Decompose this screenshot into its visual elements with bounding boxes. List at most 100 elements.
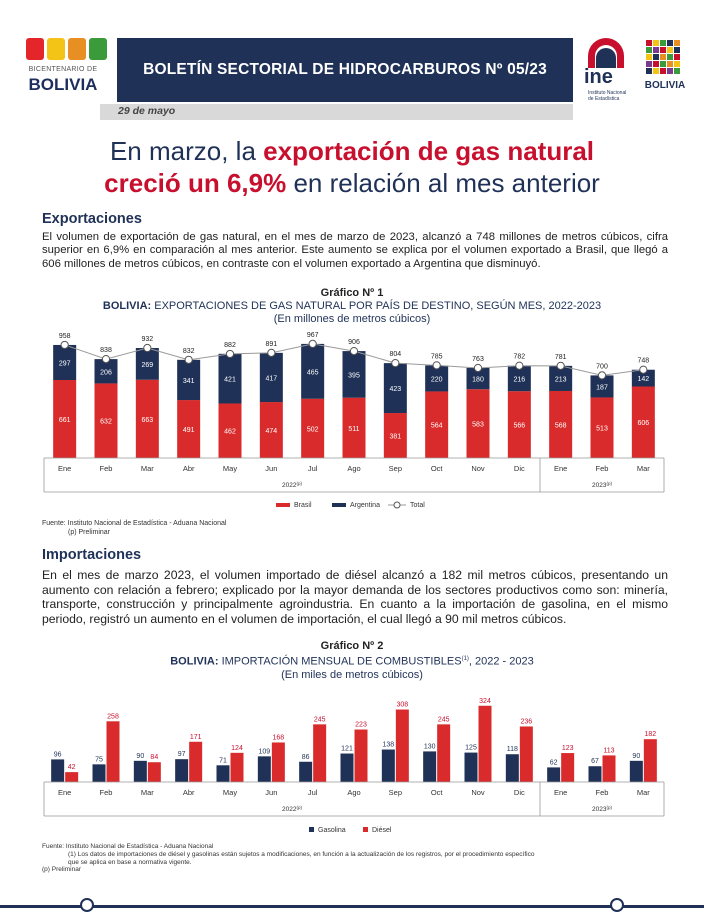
label-argentina: 213	[555, 376, 567, 383]
x-group-label: 2022(p)	[282, 481, 302, 489]
bar-argentina	[425, 365, 449, 392]
x-tick-label: Jul	[308, 788, 318, 797]
bar-gasolina	[92, 764, 106, 782]
bar-argentina	[301, 343, 325, 399]
label-argentina: 220	[431, 376, 443, 383]
legend-swatch-gasolina	[309, 827, 314, 832]
total-point	[184, 355, 193, 364]
bar-diesel	[478, 705, 492, 782]
chart1-header: Gráfico Nº 1 BOLIVIA: EXPORTACIONES DE G…	[0, 287, 704, 326]
bar-gasolina	[257, 756, 271, 782]
label-total: 763	[472, 356, 484, 363]
label-total: 832	[183, 348, 195, 355]
x-tick-label: Jul	[308, 464, 318, 473]
label-total: 891	[265, 341, 277, 348]
bar-brasil	[425, 391, 449, 458]
label-argentina: 297	[59, 360, 71, 367]
chart1-title: EXPORTACIONES DE GAS NATURAL POR PAÍS DE…	[151, 300, 602, 312]
label-brasil: 663	[141, 417, 153, 424]
bar-argentina	[94, 359, 118, 384]
label-argentina: 142	[637, 376, 649, 383]
x-tick-label: Mar	[141, 788, 154, 797]
label-gasolina: 109	[258, 748, 270, 755]
bar-argentina	[259, 352, 283, 403]
bar-diesel	[643, 739, 657, 782]
total-point	[515, 361, 524, 370]
total-point	[308, 339, 317, 348]
legend-label-diesel: Diésel	[372, 827, 392, 834]
x-tick-label: Abr	[183, 788, 195, 797]
x-tick-label: Dic	[514, 788, 525, 797]
bar-argentina	[53, 344, 77, 381]
x-tick-label: Oct	[431, 788, 444, 797]
legend-label-total: Total	[410, 502, 425, 509]
bar-argentina	[466, 367, 490, 390]
bar-diesel	[561, 753, 575, 782]
label-gasolina: 118	[507, 746, 518, 753]
label-gasolina: 90	[136, 753, 144, 760]
bar-diesel	[354, 729, 368, 782]
total-point	[143, 343, 152, 353]
legend-point-total	[393, 501, 401, 509]
x-tick-label: Ene	[58, 464, 71, 473]
exports-paragraph: El volumen de exportación de gas natural…	[42, 231, 668, 270]
footer-bar	[0, 895, 704, 912]
bar-brasil	[383, 413, 407, 458]
label-argentina: 423	[389, 386, 401, 393]
bar-diesel	[313, 724, 327, 782]
chart2-title: IMPORTACIÓN MENSUAL DE COMBUSTIBLES	[218, 655, 462, 668]
bolivia-mosaic-icon	[646, 40, 680, 74]
imports-paragraph: En el mes de marzo 2023, el volumen impo…	[42, 568, 668, 626]
label-argentina: 180	[472, 377, 484, 384]
total-point	[267, 348, 276, 357]
bar-brasil	[342, 397, 366, 458]
bar-gasolina	[547, 767, 561, 782]
label-diesel: 258	[107, 713, 119, 720]
legend-label-gasolina: Gasolina	[318, 827, 346, 834]
total-point	[639, 365, 648, 374]
x-tick-label: Jun	[265, 464, 277, 473]
chart2-number: Gráfico Nº 2	[320, 640, 384, 652]
legend-label-brasil: Brasil	[294, 502, 312, 509]
label-brasil: 632	[100, 419, 112, 426]
label-total: 838	[100, 347, 112, 354]
label-brasil: 474	[265, 428, 277, 435]
x-tick-label: Abr	[183, 464, 195, 473]
label-brasil: 491	[183, 427, 195, 434]
bar-diesel	[437, 724, 451, 782]
x-tick-label: Ene	[58, 788, 71, 797]
estado-bolivia-logo: BOLIVIA	[634, 38, 696, 102]
legend-swatch-argentina	[332, 503, 346, 507]
x-tick-label: Feb	[596, 788, 609, 797]
bulletin-date: 29 de mayo	[118, 105, 176, 117]
bar-gasolina	[133, 760, 147, 782]
x-tick-label: Dic	[514, 464, 525, 473]
label-total: 781	[555, 354, 567, 361]
x-tick-label: Feb	[100, 788, 113, 797]
bar-diesel	[602, 755, 616, 782]
imports-title: Importaciones	[42, 547, 142, 563]
label-brasil: 568	[555, 422, 567, 429]
bar-argentina	[342, 351, 366, 398]
bar-gasolina	[464, 752, 478, 782]
chart2-subtitle: (En miles de metros cúbicos)	[281, 668, 423, 681]
label-diesel: 236	[520, 718, 532, 725]
label-total: 748	[637, 358, 649, 365]
label-brasil: 381	[389, 434, 401, 441]
chart1-source: Fuente: Instituto Nacional de Estadístic…	[42, 520, 227, 536]
label-gasolina: 62	[550, 759, 558, 766]
label-total: 906	[348, 339, 360, 346]
bar-gasolina	[629, 760, 643, 782]
bar-argentina	[218, 353, 242, 404]
label-argentina: 421	[224, 377, 236, 384]
label-total: 958	[59, 333, 71, 340]
chart1-number: Gráfico Nº 1	[320, 287, 384, 299]
bar-brasil	[177, 400, 201, 458]
bar-gasolina	[505, 754, 519, 782]
bar-diesel	[271, 742, 285, 782]
bicentenario-logo: BICENTENARIO DE BOLIVIA	[18, 38, 108, 98]
bar-diesel	[147, 762, 161, 782]
label-brasil: 583	[472, 422, 484, 429]
ine-logo-subtext: Instituto Nacional de Estadística	[588, 90, 627, 102]
bar-brasil	[466, 389, 490, 458]
